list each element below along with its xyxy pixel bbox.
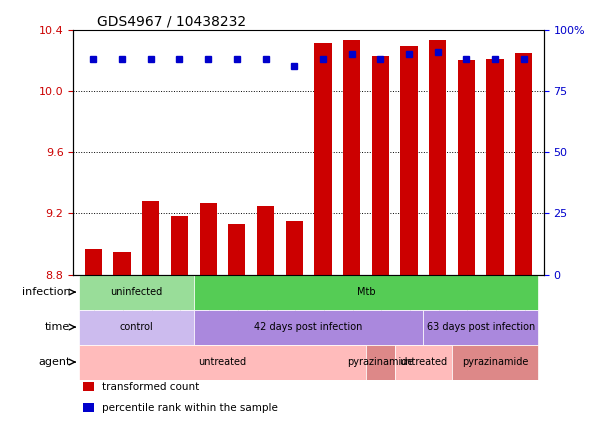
- Bar: [114, 252, 131, 275]
- Bar: [400, 47, 417, 275]
- FancyBboxPatch shape: [194, 310, 423, 345]
- Bar: [229, 224, 246, 275]
- FancyBboxPatch shape: [423, 310, 538, 345]
- Bar: [285, 221, 303, 275]
- Bar: [371, 56, 389, 275]
- Text: percentile rank within the sample: percentile rank within the sample: [101, 403, 277, 412]
- Text: 63 days post infection: 63 days post infection: [426, 322, 535, 332]
- Bar: [85, 249, 102, 275]
- Bar: [171, 217, 188, 275]
- Text: pyrazinamide: pyrazinamide: [347, 357, 414, 367]
- Bar: [82, 403, 95, 412]
- Bar: [486, 59, 503, 275]
- Bar: [515, 52, 532, 275]
- Text: untreated: untreated: [399, 357, 447, 367]
- Text: time: time: [45, 322, 70, 332]
- Text: pyrazinamide: pyrazinamide: [462, 357, 528, 367]
- Bar: [458, 60, 475, 275]
- FancyBboxPatch shape: [366, 345, 395, 379]
- FancyBboxPatch shape: [452, 345, 538, 379]
- Text: agent: agent: [38, 357, 70, 367]
- Text: GDS4967 / 10438232: GDS4967 / 10438232: [97, 14, 246, 28]
- Bar: [343, 40, 360, 275]
- Bar: [314, 44, 332, 275]
- Text: 42 days post infection: 42 days post infection: [254, 322, 363, 332]
- Text: Mtb: Mtb: [357, 287, 375, 297]
- Bar: [429, 40, 446, 275]
- Text: transformed count: transformed count: [101, 382, 199, 392]
- Text: uninfected: uninfected: [111, 287, 163, 297]
- Bar: [200, 203, 217, 275]
- Bar: [257, 206, 274, 275]
- FancyBboxPatch shape: [194, 275, 538, 310]
- FancyBboxPatch shape: [79, 345, 366, 379]
- FancyBboxPatch shape: [395, 345, 452, 379]
- FancyBboxPatch shape: [79, 275, 194, 310]
- Bar: [82, 382, 95, 391]
- FancyBboxPatch shape: [79, 310, 194, 345]
- Text: infection: infection: [22, 287, 70, 297]
- Text: untreated: untreated: [199, 357, 247, 367]
- Text: control: control: [120, 322, 153, 332]
- Bar: [142, 201, 159, 275]
